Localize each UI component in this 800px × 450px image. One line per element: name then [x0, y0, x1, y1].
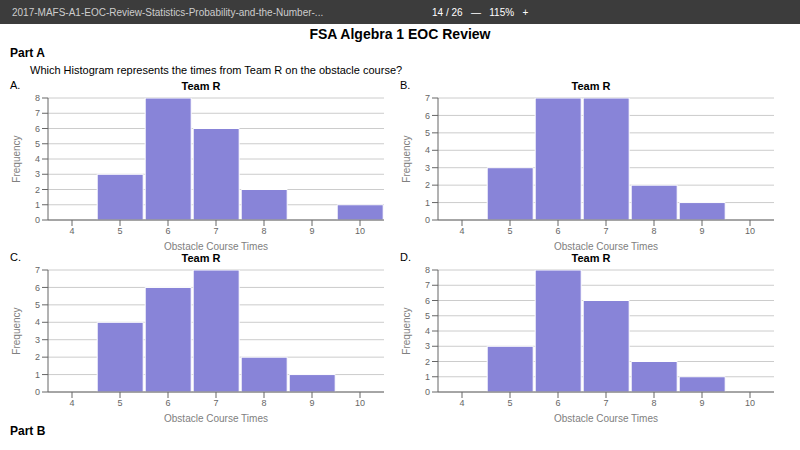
svg-text:7: 7 [213, 398, 218, 408]
svg-text:9: 9 [309, 226, 314, 236]
svg-text:7: 7 [213, 226, 218, 236]
svg-text:3: 3 [425, 341, 430, 351]
svg-text:2: 2 [35, 352, 40, 362]
html-text:Part A: Part A [10, 46, 45, 60]
svg-text:8: 8 [261, 226, 266, 236]
svg-text:6: 6 [555, 398, 560, 408]
svg-text:7: 7 [35, 266, 40, 275]
html-text:Team R: Team R [571, 252, 611, 264]
svg-text:6: 6 [165, 226, 170, 236]
svg-text:4: 4 [69, 398, 74, 408]
svg-text:7: 7 [35, 108, 40, 118]
html-text:C.: C. [10, 251, 21, 263]
html-text:D.: D. [400, 251, 411, 263]
svg-text:4: 4 [35, 317, 40, 327]
svg-text:3: 3 [35, 169, 40, 179]
html-text:FSA Algebra 1 EOC Review: FSA Algebra 1 EOC Review [309, 26, 491, 42]
svg-text:6: 6 [425, 111, 430, 121]
html-text:2017-MAFS-A1-EOC-Review-Statis: 2017-MAFS-A1-EOC-Review-Statistics-Proba… [12, 6, 324, 18]
svg-text:9: 9 [699, 398, 704, 408]
svg-text:9: 9 [309, 398, 314, 408]
svg-text:10: 10 [355, 398, 365, 408]
html-text:Which Histogram represents the: Which Histogram represents the times fro… [30, 64, 403, 76]
svg-text:9: 9 [699, 226, 704, 236]
html-text:B.: B. [400, 79, 411, 91]
svg-text:0: 0 [425, 215, 430, 225]
svg-text:6: 6 [35, 124, 40, 134]
svg-text:10: 10 [745, 398, 755, 408]
svg-text:Frequency: Frequency [401, 307, 412, 354]
svg-text:6: 6 [425, 296, 430, 306]
svg-text:2: 2 [35, 185, 40, 195]
html-text:A.: A. [10, 79, 21, 91]
svg-text:Obstacle Course Times: Obstacle Course Times [554, 241, 658, 250]
svg-text:5: 5 [35, 300, 40, 310]
svg-text:2: 2 [425, 180, 430, 190]
svg-text:5: 5 [117, 398, 122, 408]
svg-text:4: 4 [459, 226, 464, 236]
svg-text:1: 1 [425, 198, 430, 208]
svg-text:4: 4 [35, 154, 40, 164]
svg-text:5: 5 [507, 398, 512, 408]
svg-text:8: 8 [651, 398, 656, 408]
svg-text:3: 3 [425, 163, 430, 173]
html-text:14 / 26 — 115% +: 14 / 26 — 115% + [432, 6, 529, 18]
svg-text:7: 7 [425, 280, 430, 290]
html-text:Team R: Team R [181, 80, 221, 92]
svg-text:0: 0 [425, 387, 430, 397]
svg-text:10: 10 [745, 226, 755, 236]
svg-text:8: 8 [261, 398, 266, 408]
svg-text:Frequency: Frequency [401, 135, 412, 182]
svg-text:7: 7 [603, 398, 608, 408]
svg-text:1: 1 [425, 372, 430, 382]
svg-text:10: 10 [355, 226, 365, 236]
svg-text:6: 6 [165, 398, 170, 408]
svg-text:1: 1 [35, 200, 40, 210]
svg-text:1: 1 [35, 370, 40, 380]
svg-text:7: 7 [603, 226, 608, 236]
html-text:Part B: Part B [10, 424, 46, 438]
svg-text:5: 5 [35, 139, 40, 149]
html-text:Team R: Team R [181, 252, 221, 264]
svg-text:8: 8 [651, 226, 656, 236]
svg-text:5: 5 [425, 311, 430, 321]
svg-text:Obstacle Course Times: Obstacle Course Times [554, 413, 658, 422]
svg-text:0: 0 [35, 215, 40, 225]
svg-text:6: 6 [555, 226, 560, 236]
svg-text:4: 4 [425, 326, 430, 336]
svg-text:0: 0 [35, 387, 40, 397]
svg-text:Frequency: Frequency [11, 307, 22, 354]
svg-text:8: 8 [425, 266, 430, 275]
html-text:Team R: Team R [571, 80, 611, 92]
svg-text:Obstacle Course Times: Obstacle Course Times [164, 413, 268, 422]
svg-text:5: 5 [507, 226, 512, 236]
svg-text:2: 2 [425, 357, 430, 367]
svg-text:7: 7 [425, 94, 430, 103]
svg-text:8: 8 [35, 94, 40, 103]
svg-text:4: 4 [69, 226, 74, 236]
svg-text:5: 5 [425, 128, 430, 138]
svg-text:Obstacle Course Times: Obstacle Course Times [164, 241, 268, 250]
svg-text:4: 4 [459, 398, 464, 408]
svg-text:6: 6 [35, 283, 40, 293]
svg-text:Frequency: Frequency [11, 135, 22, 182]
svg-text:3: 3 [35, 335, 40, 345]
svg-text:4: 4 [425, 145, 430, 155]
svg-text:5: 5 [117, 226, 122, 236]
